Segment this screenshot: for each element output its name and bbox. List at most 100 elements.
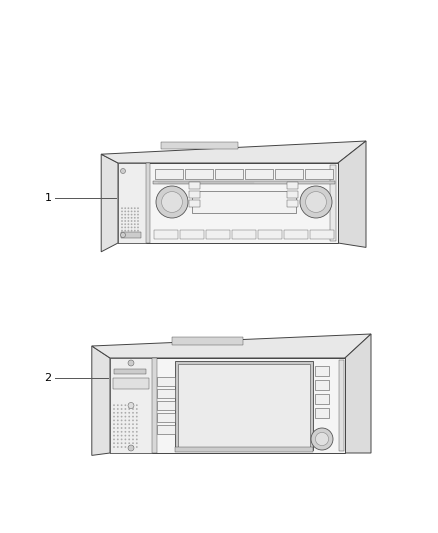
- Circle shape: [132, 427, 134, 429]
- Circle shape: [300, 186, 332, 218]
- Circle shape: [137, 220, 139, 222]
- Bar: [157, 401, 175, 410]
- Circle shape: [128, 445, 134, 451]
- Circle shape: [121, 427, 123, 429]
- Circle shape: [117, 423, 119, 425]
- Polygon shape: [92, 346, 110, 455]
- Circle shape: [121, 230, 123, 231]
- Circle shape: [132, 416, 134, 417]
- Circle shape: [113, 416, 115, 417]
- Circle shape: [124, 223, 126, 225]
- Circle shape: [117, 446, 119, 448]
- Circle shape: [121, 211, 123, 212]
- Bar: [192, 191, 296, 213]
- Circle shape: [136, 419, 138, 421]
- Circle shape: [121, 236, 123, 238]
- Circle shape: [132, 431, 134, 433]
- Circle shape: [128, 431, 130, 433]
- Bar: [315, 380, 329, 390]
- Text: 2: 2: [44, 373, 52, 383]
- Bar: [118, 163, 146, 243]
- Circle shape: [121, 217, 123, 219]
- Bar: [152, 358, 157, 453]
- Circle shape: [121, 233, 123, 235]
- Circle shape: [132, 439, 134, 440]
- Circle shape: [131, 217, 133, 219]
- Circle shape: [128, 419, 130, 421]
- Circle shape: [134, 211, 136, 212]
- Circle shape: [131, 207, 133, 209]
- Circle shape: [127, 207, 129, 209]
- Bar: [153, 181, 335, 184]
- Circle shape: [137, 217, 139, 219]
- Circle shape: [117, 439, 119, 440]
- Circle shape: [127, 236, 129, 238]
- Circle shape: [131, 211, 133, 212]
- Circle shape: [128, 405, 130, 406]
- Bar: [118, 163, 338, 243]
- Circle shape: [311, 428, 333, 450]
- Circle shape: [113, 439, 115, 440]
- Circle shape: [131, 227, 133, 228]
- Circle shape: [128, 423, 130, 425]
- Circle shape: [117, 419, 119, 421]
- Bar: [161, 142, 238, 149]
- Circle shape: [121, 223, 123, 225]
- Circle shape: [124, 230, 126, 231]
- Circle shape: [132, 446, 134, 448]
- Bar: [315, 408, 329, 418]
- Circle shape: [136, 416, 138, 417]
- Circle shape: [127, 211, 129, 212]
- Circle shape: [124, 446, 126, 448]
- Bar: [287, 191, 298, 198]
- Bar: [175, 361, 313, 450]
- Bar: [245, 169, 273, 179]
- Circle shape: [128, 408, 130, 410]
- Circle shape: [113, 431, 115, 433]
- Bar: [175, 447, 313, 452]
- Circle shape: [137, 211, 139, 212]
- Circle shape: [134, 214, 136, 215]
- Circle shape: [127, 230, 129, 231]
- Polygon shape: [338, 141, 366, 247]
- Circle shape: [128, 427, 130, 429]
- Circle shape: [128, 416, 130, 417]
- Circle shape: [127, 214, 129, 215]
- Circle shape: [124, 435, 126, 437]
- Circle shape: [132, 419, 134, 421]
- Circle shape: [128, 402, 134, 408]
- Circle shape: [124, 227, 126, 228]
- Bar: [215, 169, 243, 179]
- Circle shape: [124, 439, 126, 440]
- Circle shape: [117, 427, 119, 429]
- Circle shape: [134, 233, 136, 235]
- Circle shape: [136, 405, 138, 406]
- Circle shape: [131, 233, 133, 235]
- Bar: [189, 191, 200, 198]
- Circle shape: [127, 217, 129, 219]
- Circle shape: [128, 446, 130, 448]
- Circle shape: [124, 408, 126, 410]
- Circle shape: [136, 412, 138, 414]
- Circle shape: [128, 439, 130, 440]
- Circle shape: [128, 442, 130, 444]
- Circle shape: [136, 423, 138, 425]
- Circle shape: [124, 423, 126, 425]
- Circle shape: [136, 408, 138, 410]
- Circle shape: [128, 412, 130, 414]
- Circle shape: [113, 435, 115, 437]
- Bar: [305, 169, 333, 179]
- Circle shape: [117, 442, 119, 444]
- Bar: [155, 169, 183, 179]
- Circle shape: [137, 223, 139, 225]
- Circle shape: [127, 220, 129, 222]
- Circle shape: [121, 446, 123, 448]
- Circle shape: [136, 442, 138, 444]
- Circle shape: [124, 236, 126, 238]
- Bar: [172, 337, 243, 345]
- Circle shape: [132, 405, 134, 406]
- Bar: [185, 169, 213, 179]
- Circle shape: [132, 442, 134, 444]
- Circle shape: [113, 419, 115, 421]
- Circle shape: [137, 233, 139, 235]
